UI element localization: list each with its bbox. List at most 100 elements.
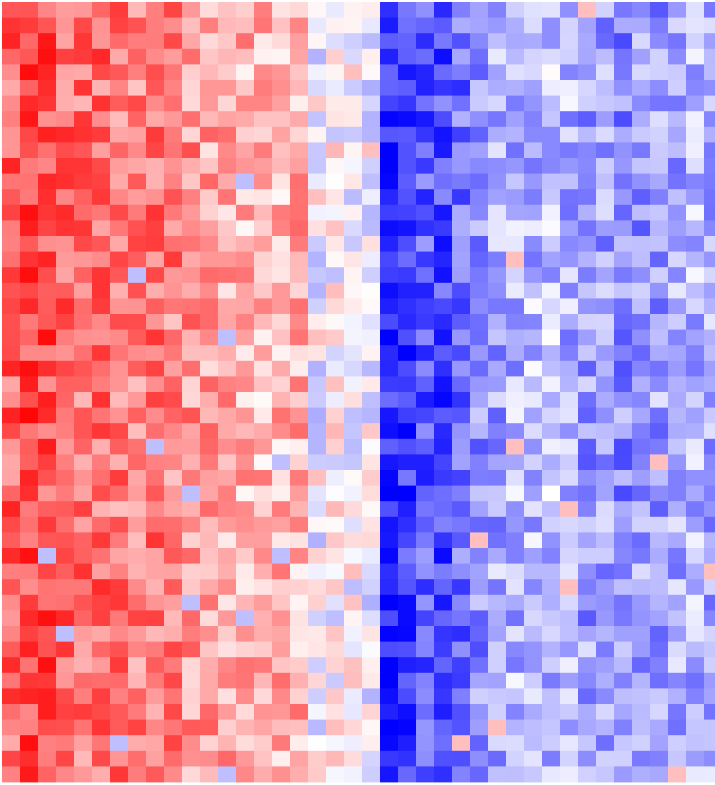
heatmap-cell bbox=[416, 688, 435, 705]
heatmap-cell bbox=[308, 126, 327, 143]
heatmap-cell bbox=[452, 2, 471, 18]
heatmap-cell bbox=[578, 95, 597, 112]
heatmap-cell bbox=[290, 579, 309, 596]
heatmap-cell bbox=[704, 548, 715, 564]
heatmap-cell bbox=[560, 501, 579, 518]
heatmap-cell bbox=[308, 672, 327, 689]
heatmap-cell bbox=[614, 516, 633, 533]
heatmap-cell bbox=[380, 672, 399, 689]
heatmap-cell bbox=[182, 454, 201, 471]
heatmap-cell bbox=[56, 48, 75, 65]
heatmap-cell bbox=[272, 672, 291, 689]
heatmap-cell bbox=[362, 142, 381, 159]
heatmap-cell bbox=[200, 360, 219, 377]
heatmap-cell bbox=[668, 407, 687, 424]
heatmap-cell bbox=[110, 501, 129, 518]
heatmap-cell bbox=[128, 532, 147, 549]
heatmap-cell bbox=[524, 548, 543, 564]
heatmap-cell bbox=[614, 345, 633, 362]
heatmap-cell bbox=[650, 173, 669, 190]
heatmap-cell bbox=[344, 594, 363, 611]
heatmap-cell bbox=[434, 142, 453, 159]
heatmap-cell bbox=[416, 345, 435, 362]
heatmap-cell bbox=[704, 688, 715, 705]
heatmap-cell bbox=[164, 438, 183, 455]
heatmap-cell bbox=[470, 532, 489, 549]
heatmap-cell bbox=[110, 158, 129, 174]
heatmap-cell bbox=[614, 126, 633, 143]
heatmap-cell bbox=[596, 563, 615, 580]
heatmap-cell bbox=[542, 376, 561, 393]
heatmap-cell bbox=[578, 423, 597, 440]
heatmap-cell bbox=[74, 719, 93, 736]
heatmap-cell bbox=[308, 641, 327, 658]
heatmap-cell bbox=[632, 329, 651, 346]
heatmap-cell bbox=[344, 672, 363, 689]
heatmap-cell bbox=[110, 516, 129, 533]
heatmap-cell bbox=[362, 454, 381, 471]
heatmap-cell bbox=[488, 314, 507, 330]
heatmap-cell bbox=[74, 485, 93, 502]
heatmap-cell bbox=[632, 204, 651, 221]
heatmap-cell bbox=[20, 688, 39, 705]
heatmap-cell bbox=[38, 314, 57, 330]
heatmap-cell bbox=[218, 158, 237, 174]
heatmap-cell bbox=[272, 438, 291, 455]
heatmap-cell bbox=[596, 454, 615, 471]
heatmap-cell bbox=[272, 173, 291, 190]
heatmap-cell bbox=[524, 314, 543, 330]
heatmap-cell bbox=[20, 80, 39, 96]
heatmap-cell bbox=[326, 392, 345, 408]
heatmap-cell bbox=[542, 314, 561, 330]
heatmap-cell bbox=[272, 251, 291, 268]
heatmap-cell bbox=[56, 626, 75, 642]
heatmap-cell bbox=[452, 719, 471, 736]
heatmap-cell bbox=[398, 158, 417, 174]
heatmap-cell bbox=[452, 64, 471, 81]
heatmap-cell bbox=[524, 688, 543, 705]
heatmap-cell bbox=[200, 142, 219, 159]
heatmap-cell bbox=[596, 407, 615, 424]
heatmap-cell bbox=[524, 204, 543, 221]
heatmap-cell bbox=[164, 516, 183, 533]
heatmap-cell bbox=[614, 376, 633, 393]
heatmap-cell bbox=[92, 251, 111, 268]
heatmap-cell bbox=[362, 626, 381, 642]
heatmap-cell bbox=[704, 626, 715, 642]
heatmap-cell bbox=[614, 719, 633, 736]
heatmap-cell bbox=[110, 688, 129, 705]
heatmap-cell bbox=[596, 548, 615, 564]
heatmap-cell bbox=[488, 454, 507, 471]
heatmap-cell bbox=[704, 33, 715, 50]
heatmap-cell bbox=[218, 750, 237, 767]
heatmap-cell bbox=[668, 766, 687, 783]
heatmap-cell bbox=[668, 438, 687, 455]
heatmap-cell bbox=[182, 657, 201, 674]
heatmap-cell bbox=[92, 704, 111, 720]
heatmap-cell bbox=[488, 267, 507, 284]
heatmap-cell bbox=[362, 80, 381, 96]
heatmap-cell bbox=[74, 142, 93, 159]
heatmap-cell bbox=[524, 641, 543, 658]
heatmap-cell bbox=[434, 454, 453, 471]
heatmap-cell bbox=[92, 672, 111, 689]
heatmap-cell bbox=[272, 80, 291, 96]
heatmap-cell bbox=[56, 719, 75, 736]
heatmap-cell bbox=[92, 766, 111, 783]
heatmap-cell bbox=[380, 251, 399, 268]
heatmap-cell bbox=[110, 423, 129, 440]
heatmap-cell bbox=[38, 360, 57, 377]
heatmap-cell bbox=[200, 345, 219, 362]
heatmap-cell bbox=[38, 485, 57, 502]
heatmap-cell bbox=[200, 735, 219, 752]
heatmap-cell bbox=[470, 126, 489, 143]
heatmap-cell bbox=[416, 454, 435, 471]
heatmap-cell bbox=[668, 735, 687, 752]
heatmap-cell bbox=[380, 17, 399, 34]
heatmap-cell bbox=[38, 672, 57, 689]
heatmap-cell bbox=[92, 142, 111, 159]
heatmap-cell bbox=[524, 220, 543, 237]
heatmap-cell bbox=[74, 548, 93, 564]
heatmap-cell bbox=[506, 204, 525, 221]
heatmap-cell bbox=[2, 345, 21, 362]
